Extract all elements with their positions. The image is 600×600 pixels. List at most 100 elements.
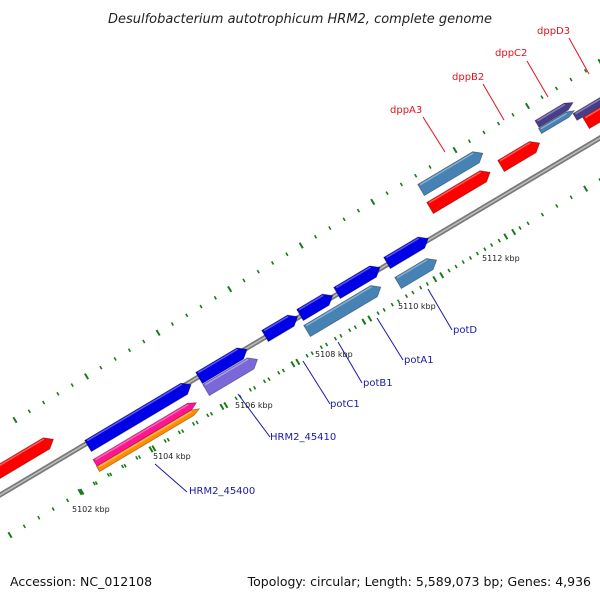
tick-mark — [181, 429, 185, 434]
tick-mark — [177, 430, 181, 435]
gene-red-dppB2[interactable] — [497, 141, 541, 173]
tick-mark — [127, 348, 132, 353]
gene-blue-1[interactable] — [84, 382, 192, 453]
gene-steel-dppA3[interactable] — [417, 151, 484, 197]
tick-mark — [234, 396, 238, 401]
tick-mark — [583, 68, 588, 73]
tick-mark — [361, 318, 367, 325]
tick-mark — [339, 333, 343, 338]
tick-mark — [452, 146, 458, 154]
genome-summary-text: Topology: circular; Length: 5,589,073 bp… — [247, 574, 591, 589]
gene-red-left[interactable] — [0, 437, 54, 480]
tick-mark — [425, 281, 429, 286]
gene-steel-dppC2[interactable] — [537, 109, 576, 135]
tick-mark — [270, 261, 275, 265]
tick-mark — [199, 304, 203, 309]
tick-mark — [411, 290, 415, 295]
gene-label-dppB2[interactable]: dppB2 — [452, 72, 484, 83]
tick-mark — [123, 463, 127, 468]
tick-mark — [511, 228, 517, 236]
tick-mark — [419, 285, 423, 290]
gene-highlight — [0, 438, 45, 467]
tick-mark — [7, 531, 13, 539]
tick-mark — [213, 295, 217, 300]
tick-label-5112: 5112 kbp — [482, 254, 520, 263]
tick-mark — [555, 204, 559, 208]
gene-highlight — [98, 410, 193, 468]
gene-label-potA1[interactable]: potA1 — [404, 355, 434, 366]
gene-blue-4[interactable] — [296, 293, 334, 322]
tick-mark — [328, 226, 332, 231]
tick-mark — [209, 411, 214, 416]
gene-blue-3[interactable] — [261, 314, 299, 343]
gene-highlight — [305, 286, 372, 327]
tick-mark — [170, 322, 175, 326]
label-connectors — [154, 37, 590, 493]
tick-mark — [219, 403, 225, 411]
connector-dppA3 — [422, 116, 446, 153]
tick-mark — [92, 481, 96, 486]
gene-blue-2[interactable] — [195, 347, 248, 385]
gene-highlight — [385, 237, 420, 259]
tick-mark — [285, 252, 289, 257]
gene-orange[interactable] — [95, 408, 201, 473]
connector-potA1 — [376, 317, 404, 361]
tick-mark — [540, 95, 544, 100]
gene-blue-5[interactable] — [333, 265, 381, 300]
tick-mark — [554, 86, 559, 91]
tick-label-5110: 5110 kbp — [398, 302, 436, 311]
gene-label-potC1[interactable]: potC1 — [330, 399, 360, 410]
gene-label-potD[interactable]: potD — [453, 325, 477, 336]
gene-blue-6[interactable] — [383, 236, 429, 270]
tick-mark — [526, 221, 530, 226]
tick-mark — [281, 368, 286, 373]
gene-lavender[interactable] — [202, 357, 259, 397]
tick-mark — [310, 351, 314, 356]
gene-highlight — [419, 152, 474, 186]
gene-label-dppD3[interactable]: dppD3 — [537, 26, 570, 37]
tick-mark — [305, 353, 309, 358]
gene-highlight — [298, 294, 324, 311]
tick-mark — [37, 515, 41, 520]
tick-mark — [267, 377, 271, 382]
gene-label-potB1[interactable]: potB1 — [363, 378, 393, 389]
tick-mark — [135, 455, 139, 460]
tick-mark — [414, 173, 418, 178]
tick-label-5104: 5104 kbp — [153, 452, 191, 461]
gene-steel-1[interactable] — [303, 285, 382, 338]
gene-purple-dppD3[interactable] — [572, 97, 600, 121]
connector-dppD3 — [568, 37, 590, 75]
tick-mark — [137, 455, 142, 460]
gene-steel-2[interactable] — [394, 258, 438, 290]
tick-mark — [496, 121, 501, 126]
tick-mark — [482, 130, 486, 135]
gene-label-HRM2_45410[interactable]: HRM2_45410 — [270, 432, 336, 443]
tick-mark — [367, 315, 373, 322]
tick-mark — [518, 226, 522, 230]
gene-highlight — [95, 403, 189, 461]
tick-mark — [333, 336, 338, 341]
gene-highlight — [86, 383, 183, 442]
tick-mark — [385, 191, 389, 196]
gene-red-dppD3[interactable] — [582, 106, 600, 130]
tick-mark — [248, 387, 252, 392]
tick-mark — [242, 278, 246, 283]
tick-mark — [290, 360, 296, 368]
tick-mark — [404, 294, 409, 299]
tick-mark — [569, 77, 573, 82]
tick-mark — [511, 112, 515, 117]
connector-HRM2_45410 — [237, 393, 271, 438]
accession-text: Accession: NC_012108 — [10, 574, 152, 589]
tick-mark — [120, 464, 125, 469]
tick-mark — [428, 165, 432, 169]
tick-mark — [569, 195, 573, 200]
gene-label-dppA3[interactable]: dppA3 — [390, 105, 422, 116]
gene-pink[interactable] — [92, 402, 198, 467]
gene-label-HRM2_45400[interactable]: HRM2_45400 — [189, 486, 255, 497]
tick-mark — [313, 234, 318, 239]
gene-red-dppA3[interactable] — [426, 170, 491, 215]
gene-label-dppC2[interactable]: dppC2 — [495, 48, 527, 59]
gene-highlight — [197, 348, 239, 374]
gene-purple-dppC2[interactable] — [534, 102, 574, 128]
